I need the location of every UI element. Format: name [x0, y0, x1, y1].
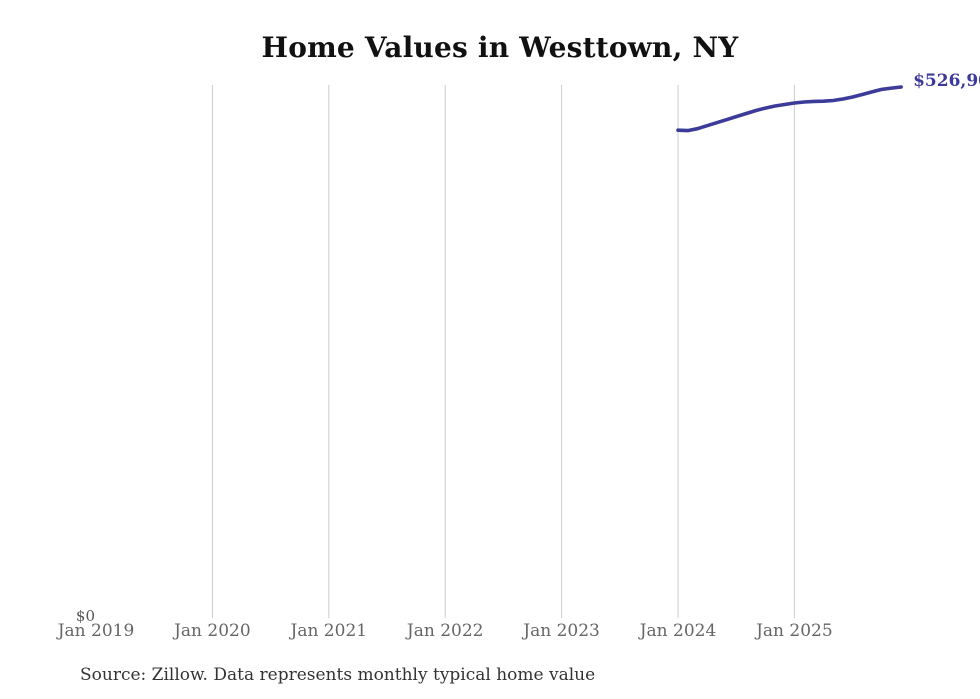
x-tick-label: Jan 2021 [290, 621, 368, 641]
x-tick-label: Jan 2024 [639, 621, 717, 641]
x-tick-label: Jan 2022 [406, 621, 484, 641]
source-note: Source: Zillow. Data represents monthly … [80, 665, 596, 685]
x-tick-label: Jan 2025 [756, 621, 833, 641]
x-tick-label: Jan 2019 [57, 621, 135, 641]
x-tick-label: Jan 2020 [174, 621, 251, 641]
home-value-line [676, 85, 903, 133]
x-tick-label: Jan 2023 [523, 621, 600, 641]
chart-title: Home Values in Westtown, NY [261, 31, 739, 64]
series-end-value-label: $526,900 [913, 71, 980, 91]
y-axis-zero-label: $0 [75, 607, 95, 625]
